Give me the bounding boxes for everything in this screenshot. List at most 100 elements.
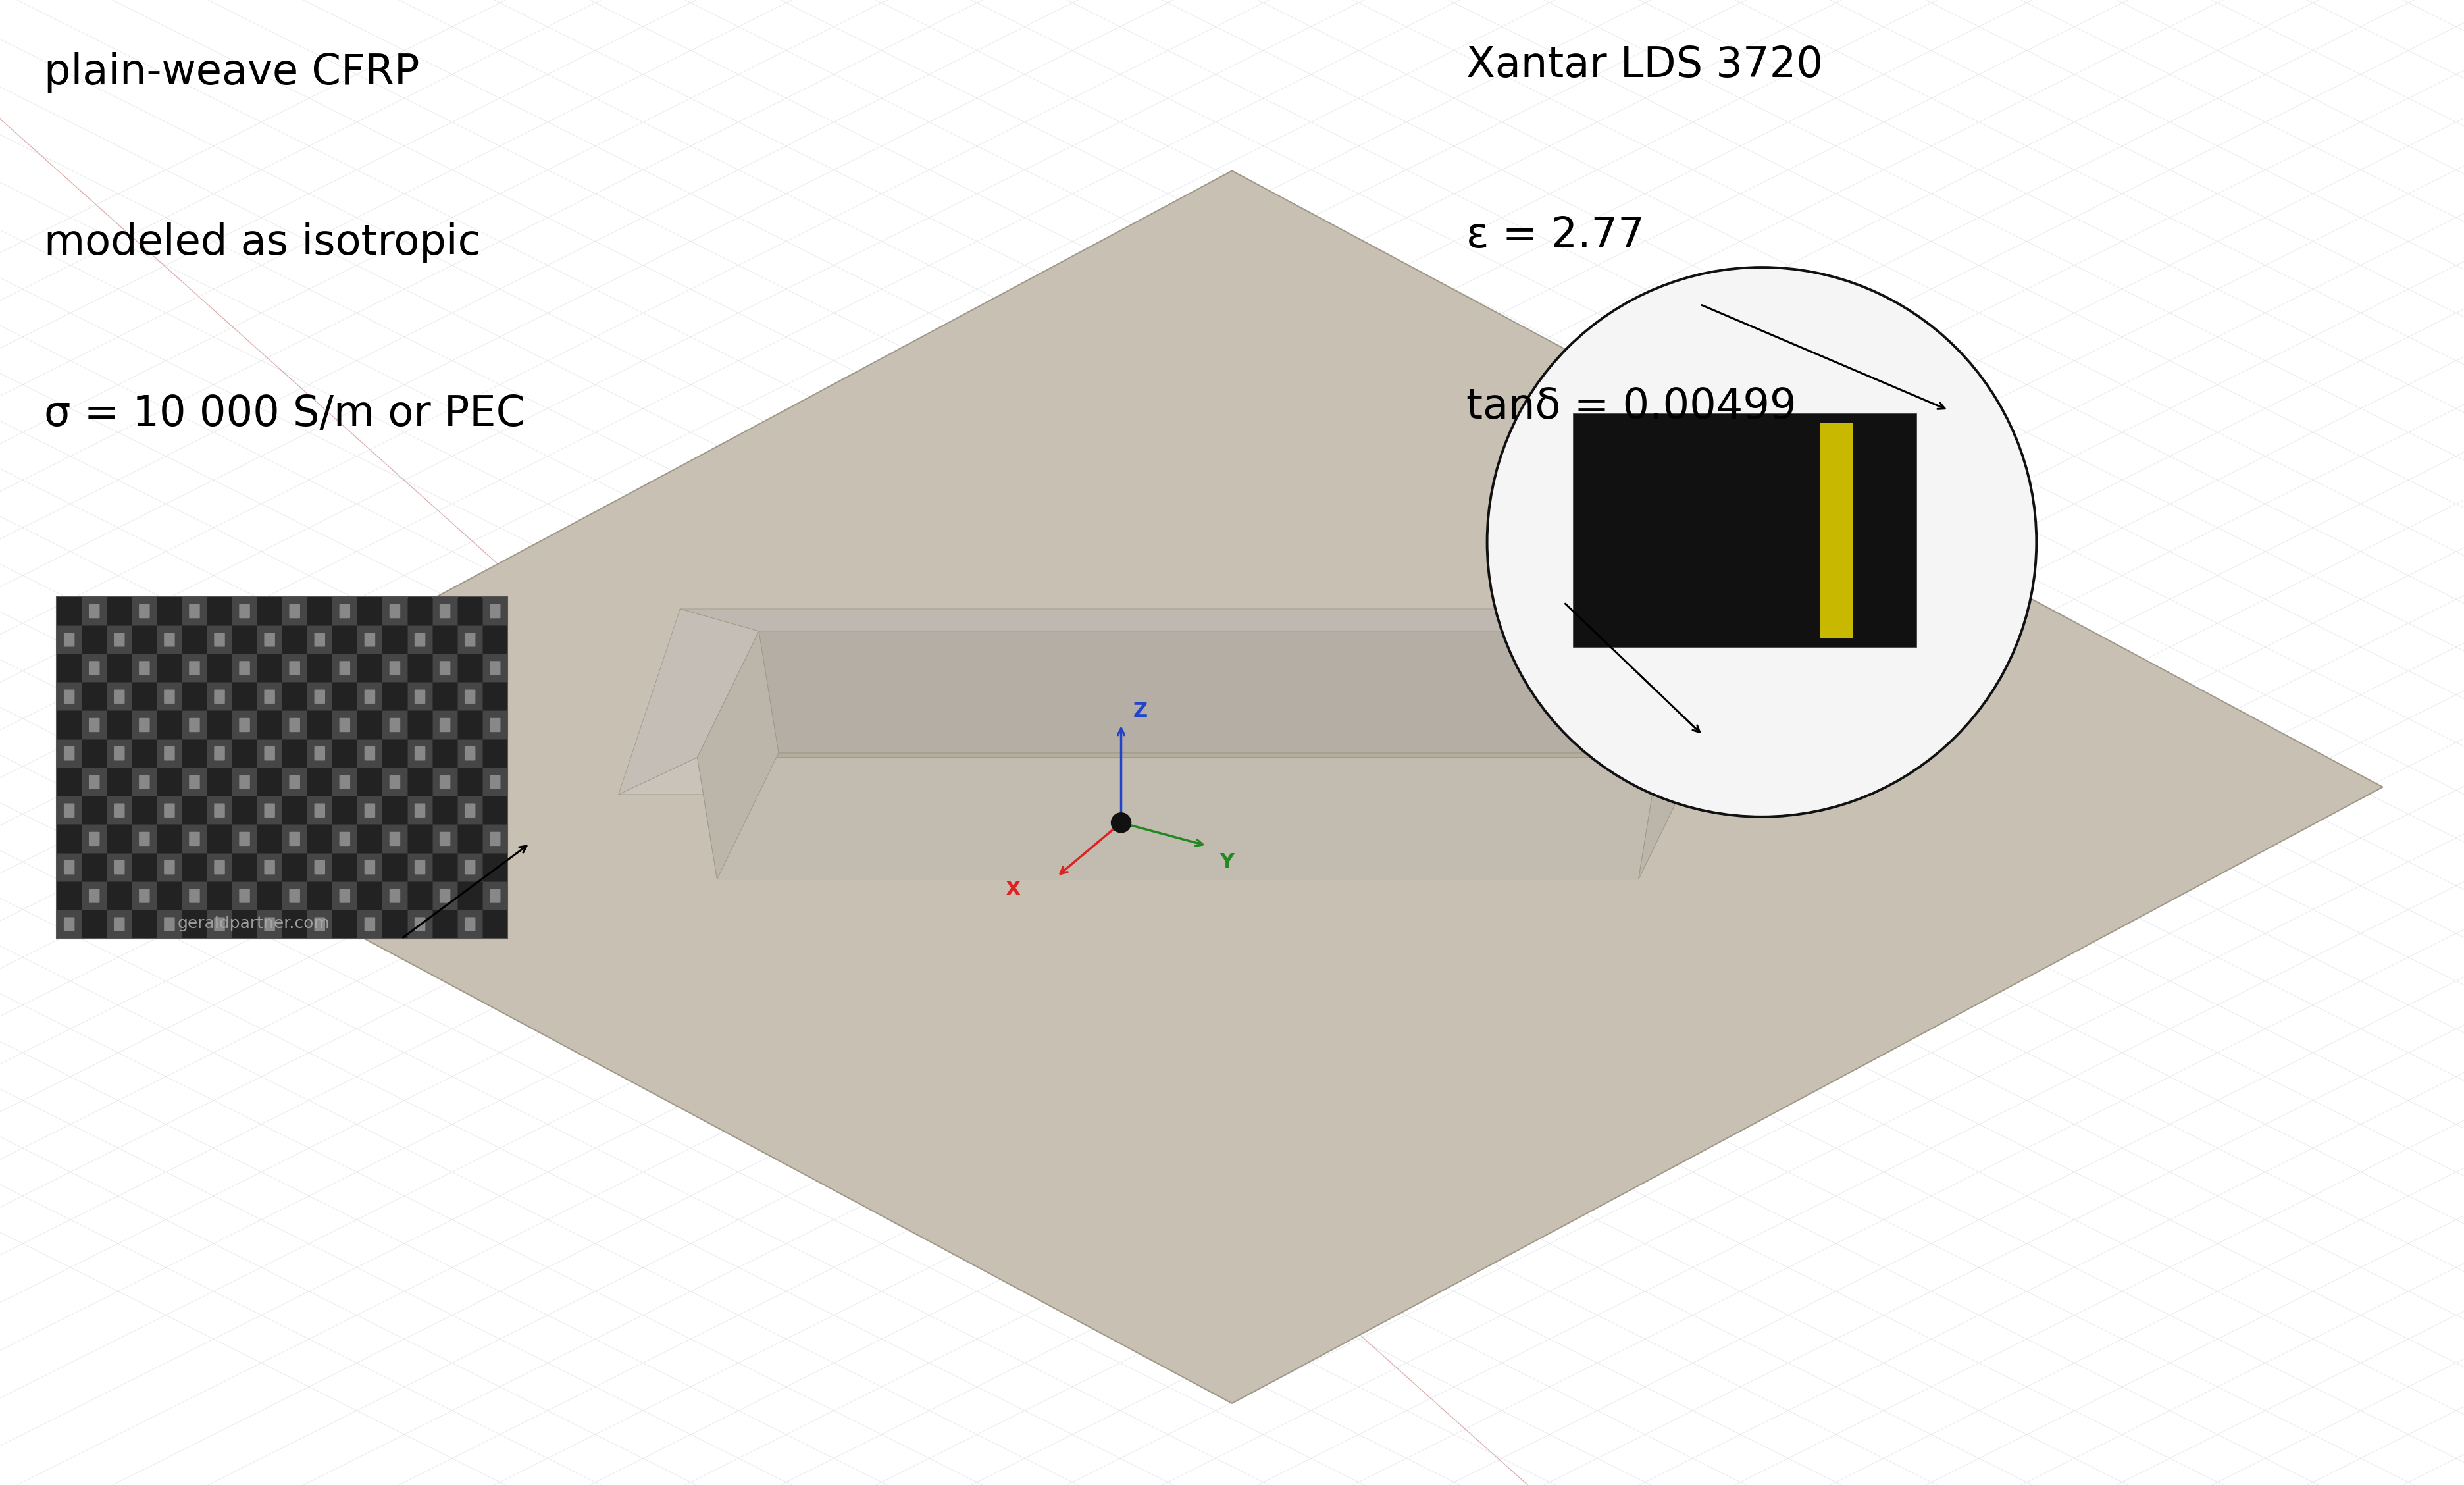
FancyBboxPatch shape [106, 683, 131, 710]
FancyBboxPatch shape [483, 826, 508, 852]
FancyBboxPatch shape [256, 768, 281, 796]
FancyBboxPatch shape [357, 625, 382, 653]
FancyBboxPatch shape [439, 888, 451, 903]
FancyBboxPatch shape [81, 768, 106, 796]
FancyBboxPatch shape [256, 854, 281, 881]
FancyBboxPatch shape [466, 860, 476, 875]
FancyBboxPatch shape [308, 597, 333, 625]
FancyBboxPatch shape [158, 768, 182, 796]
FancyBboxPatch shape [165, 860, 175, 875]
FancyBboxPatch shape [382, 683, 407, 710]
FancyBboxPatch shape [158, 740, 182, 768]
FancyBboxPatch shape [490, 775, 500, 789]
FancyBboxPatch shape [357, 597, 382, 625]
FancyBboxPatch shape [133, 854, 158, 881]
FancyBboxPatch shape [340, 832, 350, 846]
FancyBboxPatch shape [283, 711, 308, 740]
FancyBboxPatch shape [407, 882, 431, 910]
FancyBboxPatch shape [458, 910, 483, 939]
FancyBboxPatch shape [434, 796, 458, 824]
FancyBboxPatch shape [407, 826, 431, 852]
FancyBboxPatch shape [106, 597, 131, 625]
FancyBboxPatch shape [483, 796, 508, 824]
FancyBboxPatch shape [357, 882, 382, 910]
FancyBboxPatch shape [458, 625, 483, 653]
FancyBboxPatch shape [106, 625, 131, 653]
FancyBboxPatch shape [434, 910, 458, 939]
FancyBboxPatch shape [407, 854, 431, 881]
FancyBboxPatch shape [340, 888, 350, 903]
FancyBboxPatch shape [333, 854, 357, 881]
FancyBboxPatch shape [113, 633, 126, 647]
FancyBboxPatch shape [414, 633, 426, 647]
Circle shape [1488, 267, 2035, 817]
FancyBboxPatch shape [490, 888, 500, 903]
Polygon shape [697, 757, 1658, 879]
FancyBboxPatch shape [458, 796, 483, 824]
FancyBboxPatch shape [382, 625, 407, 653]
FancyBboxPatch shape [288, 832, 301, 846]
FancyBboxPatch shape [264, 689, 276, 704]
FancyBboxPatch shape [232, 655, 256, 682]
FancyBboxPatch shape [357, 768, 382, 796]
FancyBboxPatch shape [256, 882, 281, 910]
FancyBboxPatch shape [89, 832, 99, 846]
FancyBboxPatch shape [81, 826, 106, 852]
FancyBboxPatch shape [365, 860, 375, 875]
FancyBboxPatch shape [113, 860, 126, 875]
FancyBboxPatch shape [315, 860, 325, 875]
FancyBboxPatch shape [57, 740, 81, 768]
FancyBboxPatch shape [365, 918, 375, 931]
FancyBboxPatch shape [283, 655, 308, 682]
FancyBboxPatch shape [434, 854, 458, 881]
FancyBboxPatch shape [382, 910, 407, 939]
FancyBboxPatch shape [264, 633, 276, 647]
FancyBboxPatch shape [81, 711, 106, 740]
FancyBboxPatch shape [382, 796, 407, 824]
Text: σ = 10 000 S/m or PEC: σ = 10 000 S/m or PEC [44, 394, 525, 434]
FancyBboxPatch shape [232, 597, 256, 625]
FancyBboxPatch shape [357, 683, 382, 710]
FancyBboxPatch shape [106, 796, 131, 824]
FancyBboxPatch shape [389, 832, 399, 846]
FancyBboxPatch shape [434, 711, 458, 740]
FancyBboxPatch shape [458, 683, 483, 710]
FancyBboxPatch shape [138, 888, 150, 903]
FancyBboxPatch shape [232, 826, 256, 852]
FancyBboxPatch shape [1821, 423, 1853, 637]
FancyBboxPatch shape [256, 711, 281, 740]
FancyBboxPatch shape [207, 711, 232, 740]
FancyBboxPatch shape [389, 604, 399, 618]
FancyBboxPatch shape [89, 661, 99, 676]
FancyBboxPatch shape [81, 882, 106, 910]
FancyBboxPatch shape [483, 711, 508, 740]
FancyBboxPatch shape [340, 717, 350, 732]
FancyBboxPatch shape [389, 775, 399, 789]
FancyBboxPatch shape [64, 689, 74, 704]
FancyBboxPatch shape [434, 740, 458, 768]
FancyBboxPatch shape [333, 683, 357, 710]
Text: plain-weave CFRP: plain-weave CFRP [44, 52, 419, 92]
FancyBboxPatch shape [57, 910, 81, 939]
FancyBboxPatch shape [182, 625, 207, 653]
FancyBboxPatch shape [232, 854, 256, 881]
FancyBboxPatch shape [182, 854, 207, 881]
FancyBboxPatch shape [64, 860, 74, 875]
FancyBboxPatch shape [138, 775, 150, 789]
Polygon shape [697, 631, 779, 879]
FancyBboxPatch shape [239, 717, 249, 732]
FancyBboxPatch shape [340, 775, 350, 789]
FancyBboxPatch shape [89, 717, 99, 732]
FancyBboxPatch shape [340, 604, 350, 618]
FancyBboxPatch shape [1572, 414, 1917, 647]
FancyBboxPatch shape [133, 826, 158, 852]
Polygon shape [717, 753, 1700, 879]
FancyBboxPatch shape [333, 625, 357, 653]
FancyBboxPatch shape [57, 597, 508, 939]
FancyBboxPatch shape [357, 655, 382, 682]
FancyBboxPatch shape [106, 768, 131, 796]
FancyBboxPatch shape [81, 796, 106, 824]
FancyBboxPatch shape [214, 860, 224, 875]
Text: geraldpartner.com: geraldpartner.com [177, 916, 330, 931]
FancyBboxPatch shape [414, 747, 426, 760]
